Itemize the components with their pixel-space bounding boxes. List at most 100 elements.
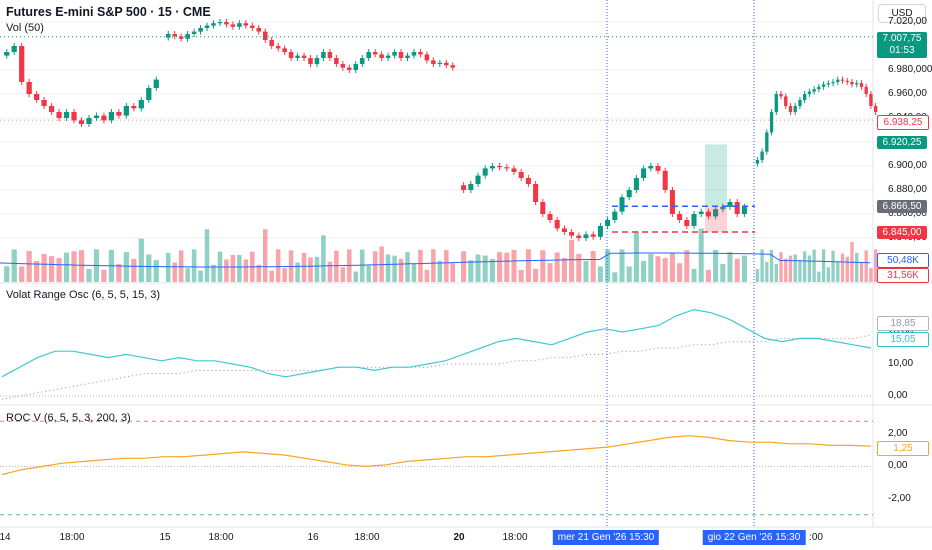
- volume-bar: [840, 253, 845, 282]
- candle-body: [314, 58, 320, 64]
- candle-body: [123, 106, 129, 116]
- candle-body: [677, 214, 683, 220]
- candle-body: [282, 48, 287, 52]
- volume-bar: [101, 269, 107, 282]
- volume-bar: [26, 250, 32, 282]
- volume-bar: [821, 249, 826, 282]
- oscillator-title[interactable]: Volat Range Osc (6, 5, 5, 15, 3): [6, 289, 161, 301]
- candle-body: [217, 22, 223, 24]
- candle-body: [431, 60, 436, 64]
- candle-body: [178, 36, 184, 39]
- candle-body: [788, 106, 793, 112]
- candle-body: [437, 62, 443, 64]
- volume-bar: [817, 271, 821, 282]
- price-tick-label: 7.020,00: [888, 16, 927, 27]
- volume-ma-tag: 50,48K: [877, 253, 929, 268]
- candle-body: [301, 55, 307, 58]
- candle-body: [831, 82, 835, 84]
- oscillator-tick-label: 20,00: [888, 326, 913, 337]
- volume-bar: [191, 249, 197, 282]
- volume-bar: [864, 250, 868, 282]
- candle-body: [684, 220, 690, 226]
- volume-bar: [698, 228, 704, 282]
- price-tick-label: 6.900,00: [888, 160, 927, 171]
- candle-body: [398, 52, 404, 58]
- volume-indicator-label[interactable]: Vol (50): [6, 22, 44, 34]
- candle-body: [34, 94, 40, 100]
- time-tick: 20: [453, 532, 465, 543]
- volume-last-tag: 31,56K: [877, 268, 929, 283]
- candle-body: [619, 197, 625, 212]
- volume-bar: [4, 266, 10, 282]
- candle-body: [379, 54, 384, 58]
- volume-bar: [366, 265, 371, 282]
- volume-bar: [774, 263, 778, 282]
- candle-body: [769, 112, 774, 133]
- candle-body: [392, 52, 397, 56]
- volume-bar: [779, 252, 783, 282]
- currency-button[interactable]: USD: [878, 4, 926, 23]
- candle-body: [869, 94, 873, 106]
- time-tick: 18:00: [502, 532, 528, 543]
- candle-body: [691, 214, 697, 226]
- candle-body: [295, 55, 300, 58]
- volume-bar: [741, 255, 747, 282]
- candle-body: [774, 94, 778, 112]
- candle-body: [334, 58, 339, 64]
- candle-body: [185, 34, 190, 39]
- time-tick: 18:00: [354, 532, 380, 543]
- symbol-title[interactable]: Futures E-mini S&P 500 · 15 · CME: [6, 5, 211, 19]
- candle-body: [817, 86, 821, 90]
- volume-bar: [812, 249, 816, 282]
- volume-bar: [334, 250, 339, 282]
- candle-body: [366, 52, 371, 58]
- candle-body: [63, 112, 70, 118]
- candle-body: [807, 91, 812, 94]
- candle-body: [204, 25, 210, 28]
- volume-bar: [788, 255, 793, 282]
- volume-bar: [873, 249, 878, 282]
- volume-bar: [561, 258, 567, 282]
- volume-bar: [784, 258, 788, 282]
- candle-body: [626, 190, 632, 198]
- candle-body: [256, 28, 262, 32]
- volume-bar: [321, 235, 326, 282]
- volume-bar: [308, 257, 313, 282]
- crosshair-time-label-2: gio 22 Gen '26 15:30: [702, 530, 806, 545]
- candle-body: [11, 46, 17, 52]
- candle-body: [511, 168, 517, 172]
- candle-body: [698, 211, 704, 214]
- volume-bar: [662, 258, 668, 282]
- oscillator-tick-label: 10,00: [888, 358, 914, 369]
- candle-body: [41, 100, 47, 106]
- volume-bar: [282, 268, 287, 282]
- volume-bar: [131, 258, 137, 282]
- volume-bar: [612, 272, 618, 282]
- volume-bar: [482, 255, 488, 282]
- volume-bar: [146, 254, 152, 282]
- candle-body: [540, 202, 546, 214]
- roc-title[interactable]: ROC V (6, 5, 5, 3, 200, 3): [6, 412, 131, 424]
- candle-body: [873, 106, 878, 112]
- volume-bar: [327, 261, 333, 282]
- volume-bar: [172, 262, 177, 282]
- candle-body: [793, 106, 797, 112]
- candle-body: [859, 83, 864, 87]
- position-loss-zone: [705, 206, 727, 232]
- candle-body: [468, 184, 474, 190]
- volume-bar: [859, 262, 864, 282]
- candle-body: [262, 31, 268, 40]
- candle-body: [359, 58, 365, 64]
- candle-body: [583, 234, 589, 238]
- roc-line: [1, 435, 872, 476]
- candle-body: [230, 24, 236, 27]
- candle-body: [727, 202, 733, 207]
- roc-tick-label: 2,00: [888, 428, 908, 440]
- price-tag-grey: 6.866,50: [877, 200, 927, 213]
- volume-bar: [836, 261, 840, 282]
- candle-body: [669, 190, 675, 214]
- volume-bar: [71, 251, 77, 282]
- volume-bar: [525, 249, 531, 282]
- volume-bar: [314, 256, 320, 282]
